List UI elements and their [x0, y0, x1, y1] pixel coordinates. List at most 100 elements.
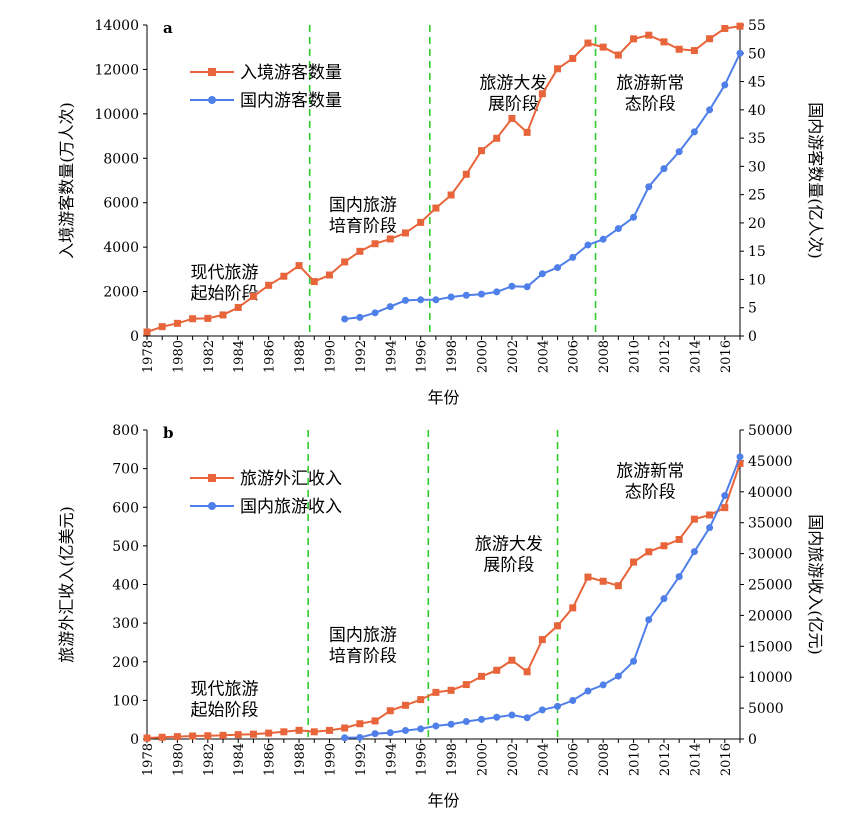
legend-marker-square	[208, 68, 216, 76]
data-point-square	[249, 292, 257, 300]
data-point-circle	[554, 264, 562, 272]
data-point-circle	[645, 183, 653, 191]
data-point-circle	[614, 225, 622, 233]
right-tick-label: 10000	[748, 670, 793, 686]
legend-label: 旅游外汇收入	[240, 469, 342, 489]
left-tick-label: 10000	[94, 107, 139, 123]
y-left-axis-label: 入境游客数量(万人次)	[57, 102, 76, 259]
stage-annotation: 现代旅游起始阶段	[191, 263, 259, 304]
x-axis-label: 年份	[427, 388, 459, 407]
right-tick-label: 20000	[748, 608, 793, 624]
series-line-secondary	[344, 456, 741, 739]
data-point-square	[690, 515, 698, 523]
stage-annotation: 国内旅游培育阶段	[329, 195, 397, 236]
data-point-circle	[538, 270, 546, 278]
right-tick-label: 0	[748, 732, 757, 748]
data-point-circle	[736, 453, 744, 461]
stage-annotation-line: 展阶段	[488, 94, 539, 114]
data-point-circle	[478, 290, 486, 298]
panel-letter: a	[163, 19, 173, 37]
legend-marker-circle	[208, 502, 216, 510]
series-line-primary	[146, 463, 741, 739]
right-tick-label: 5	[748, 301, 757, 317]
data-point-square	[447, 686, 455, 694]
data-point-square	[493, 666, 501, 674]
data-point-square	[508, 114, 516, 122]
data-point-square	[189, 315, 197, 323]
stage-annotation: 现代旅游起始阶段	[191, 680, 259, 721]
x-tick-label: 1988	[293, 743, 308, 776]
data-point-square	[478, 147, 486, 155]
data-point-square	[554, 622, 562, 630]
stage-annotation-line: 起始阶段	[191, 284, 259, 304]
y-right-axis-label: 国内游客数量(亿人次)	[806, 102, 825, 259]
right-tick-label: 0	[748, 329, 757, 345]
data-point-circle	[736, 49, 744, 57]
left-tick-label: 0	[130, 732, 139, 748]
x-tick-label: 2002	[506, 743, 521, 776]
right-tick-label: 10	[748, 272, 766, 288]
stage-annotation: 国内旅游培育阶段	[329, 626, 397, 667]
right-tick-label: 5000	[748, 701, 784, 717]
data-point-circle	[386, 303, 394, 311]
x-tick-label: 1996	[415, 743, 430, 776]
data-point-square	[341, 258, 349, 266]
data-point-circle	[341, 734, 349, 742]
left-tick-label: 0	[130, 329, 139, 345]
data-point-square	[584, 573, 592, 581]
data-point-square	[219, 311, 227, 319]
x-tick-label: 1994	[384, 743, 399, 776]
right-tick-label: 35000	[748, 516, 793, 532]
legend-marker-circle	[208, 96, 216, 104]
stage-annotation-line: 旅游大发	[475, 535, 543, 555]
data-point-square	[630, 558, 638, 566]
data-point-square	[736, 460, 744, 468]
data-point-square	[371, 717, 379, 725]
data-point-square	[158, 733, 166, 741]
data-point-square	[173, 319, 181, 327]
x-tick-label: 1996	[415, 340, 430, 373]
left-tick-label: 300	[112, 616, 139, 632]
data-point-square	[523, 668, 531, 676]
data-point-circle	[493, 713, 501, 721]
data-point-square	[614, 51, 622, 59]
data-point-square	[158, 323, 166, 331]
data-point-square	[219, 731, 227, 739]
data-point-circle	[721, 492, 729, 500]
x-tick-label: 2006	[567, 743, 582, 776]
data-point-circle	[523, 283, 531, 291]
data-point-circle	[599, 235, 607, 243]
data-point-square	[478, 672, 486, 680]
right-tick-label: 40	[748, 103, 766, 119]
data-point-square	[189, 732, 197, 740]
x-tick-label: 1990	[323, 340, 338, 373]
data-point-square	[599, 577, 607, 585]
data-point-square	[569, 54, 577, 62]
data-point-square	[432, 688, 440, 696]
data-point-square	[371, 240, 379, 248]
data-point-square	[310, 728, 318, 736]
x-tick-label: 1978	[141, 340, 156, 373]
x-tick-label: 2008	[597, 340, 612, 373]
x-tick-label: 2016	[719, 743, 734, 776]
stage-annotation: 旅游大发展阶段	[479, 73, 547, 114]
left-tick-label: 14000	[94, 18, 139, 34]
x-tick-label: 2014	[688, 743, 703, 776]
x-tick-label: 2014	[688, 340, 703, 373]
data-point-circle	[554, 702, 562, 710]
data-point-square	[356, 720, 364, 728]
x-tick-label: 1992	[354, 743, 369, 776]
left-tick-label: 12000	[94, 62, 139, 78]
data-point-square	[325, 726, 333, 734]
data-point-circle	[660, 595, 668, 603]
data-point-square	[204, 732, 212, 740]
data-point-square	[584, 39, 592, 47]
left-tick-label: 4000	[103, 240, 139, 256]
stage-annotation-line: 培育阶段	[329, 647, 397, 667]
x-tick-label: 2008	[597, 743, 612, 776]
data-point-circle	[675, 148, 683, 156]
data-point-circle	[645, 616, 653, 624]
data-point-square	[493, 134, 501, 142]
data-point-square	[706, 35, 714, 43]
x-tick-label: 1982	[202, 340, 217, 373]
